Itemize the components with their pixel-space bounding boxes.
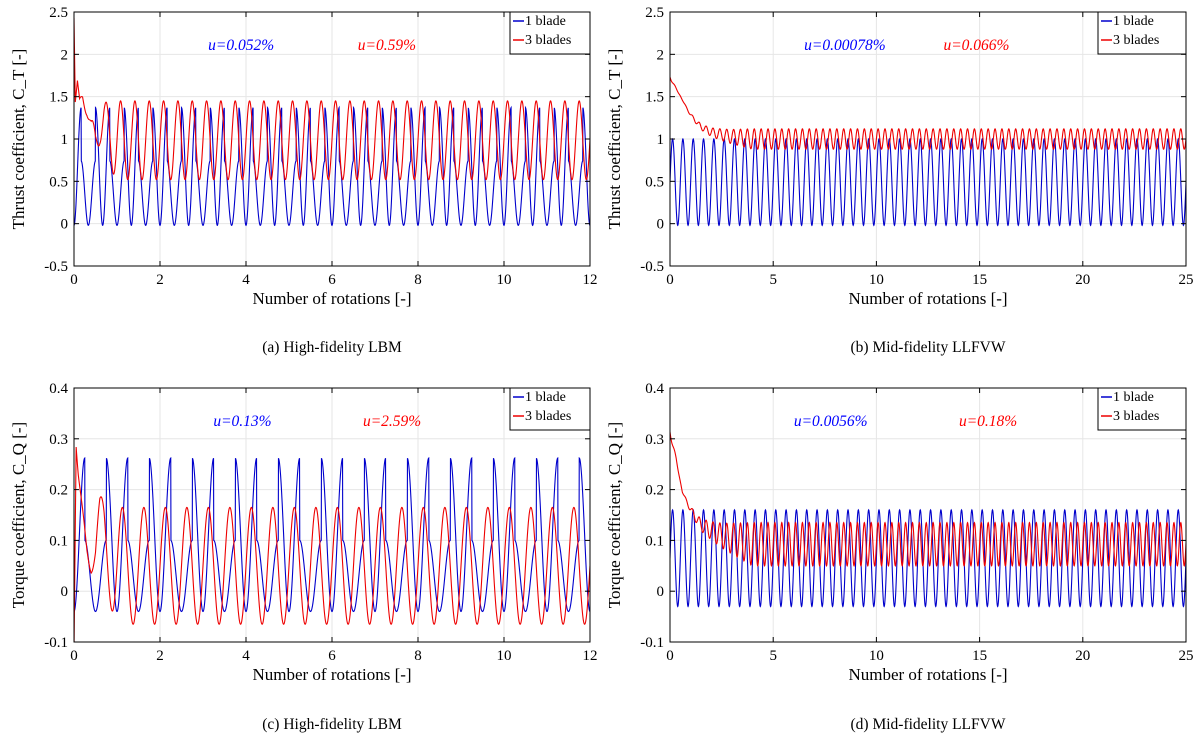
x-tick-label: 20: [1075, 648, 1090, 664]
x-tick-label: 12: [583, 648, 598, 664]
legend-entry: 3 blades: [1113, 409, 1159, 424]
y-tick-label: -0.1: [44, 635, 68, 651]
y-axis-label: Torque coefficient, C_Q [-]: [605, 422, 624, 608]
series-line-one-blade: [74, 456, 590, 613]
x-tick-label: 4: [242, 272, 250, 288]
x-tick-label: 8: [414, 272, 422, 288]
annotation-uncertainty: u=0.0056%: [794, 413, 868, 430]
x-tick-label: 10: [869, 648, 884, 664]
x-tick-label: 5: [769, 648, 777, 664]
y-axis-label: Torque coefficient, C_Q [-]: [9, 422, 28, 608]
y-tick-label: 0: [61, 584, 69, 600]
panel-caption: (d) Mid-fidelity LLFVW: [851, 716, 1006, 733]
series-line-three-blades: [670, 431, 1186, 568]
legend-entry: 3 blades: [525, 409, 571, 424]
annotation-uncertainty: u=0.18%: [959, 413, 1017, 430]
x-tick-label: 10: [869, 272, 884, 288]
y-tick-label: -0.5: [44, 259, 68, 275]
y-tick-label: 0.3: [645, 432, 664, 448]
y-tick-label: 0.1: [49, 533, 68, 549]
x-tick-label: 0: [666, 648, 674, 664]
y-tick-label: 0.5: [49, 174, 68, 190]
y-tick-label: 1: [657, 132, 665, 148]
panel-caption: (c) High-fidelity LBM: [262, 716, 402, 733]
panel-caption: (b) Mid-fidelity LLFVW: [851, 339, 1006, 356]
y-tick-label: 0.2: [49, 483, 68, 499]
x-tick-label: 12: [583, 272, 598, 288]
axes-frame: [669, 387, 1187, 643]
panel-caption: (a) High-fidelity LBM: [262, 339, 402, 356]
y-tick-label: 0.4: [49, 381, 68, 397]
x-tick-label: 20: [1075, 272, 1090, 288]
y-tick-label: 0.1: [645, 533, 664, 549]
legend-entry: 1 blade: [1113, 14, 1154, 29]
x-tick-label: 10: [497, 648, 512, 664]
x-tick-label: 5: [769, 272, 777, 288]
y-tick-label: 2: [657, 47, 665, 63]
legend-box: [509, 387, 591, 431]
x-tick-label: 6: [328, 272, 336, 288]
legend-entry: 3 blades: [1113, 33, 1159, 48]
x-tick-label: 0: [70, 272, 78, 288]
x-tick-label: 4: [242, 648, 250, 664]
y-tick-label: 0.3: [49, 432, 68, 448]
series-line-three-blades: [74, 17, 590, 181]
legend-entry: 1 blade: [525, 14, 566, 29]
annotation-uncertainty: u=2.59%: [363, 413, 421, 430]
annotation-uncertainty: u=0.13%: [213, 413, 271, 430]
y-axis-label: Thrust coefficient, C_T [-]: [605, 49, 624, 230]
series-line-one-blade: [74, 105, 590, 227]
x-axis-label: Number of rotations [-]: [252, 665, 411, 684]
y-tick-label: 0: [61, 217, 69, 233]
series-line-three-blades: [670, 76, 1186, 150]
y-tick-label: 0.4: [645, 381, 664, 397]
y-tick-label: 0.2: [645, 483, 664, 499]
x-tick-label: 2: [156, 648, 164, 664]
y-tick-label: 0: [657, 584, 665, 600]
x-axis-label: Number of rotations [-]: [848, 665, 1007, 684]
x-tick-label: 15: [972, 272, 987, 288]
y-tick-label: 2: [61, 47, 69, 63]
y-tick-label: 2.5: [645, 5, 664, 21]
legend-entry: 3 blades: [525, 33, 571, 48]
series-line-one-blade: [670, 508, 1186, 608]
y-tick-label: 2.5: [49, 5, 68, 21]
x-tick-label: 8: [414, 648, 422, 664]
x-tick-label: 25: [1179, 272, 1194, 288]
legend-entry: 1 blade: [525, 390, 566, 405]
y-tick-label: -0.1: [640, 635, 664, 651]
y-tick-label: 1: [61, 132, 69, 148]
series-line-three-blades: [74, 446, 590, 642]
x-tick-label: 10: [497, 272, 512, 288]
x-tick-label: 25: [1179, 648, 1194, 664]
x-axis-label: Number of rotations [-]: [848, 289, 1007, 308]
x-tick-label: 0: [666, 272, 674, 288]
y-tick-label: 1.5: [49, 90, 68, 106]
annotation-uncertainty: u=0.066%: [943, 37, 1009, 54]
x-tick-label: 6: [328, 648, 336, 664]
x-tick-label: 0: [70, 648, 78, 664]
annotation-uncertainty: u=0.052%: [208, 37, 274, 54]
legend-entry: 1 blade: [1113, 390, 1154, 405]
y-tick-label: -0.5: [640, 259, 664, 275]
legend-box: [1097, 387, 1187, 431]
y-tick-label: 1.5: [645, 90, 664, 106]
y-tick-label: 0: [657, 217, 665, 233]
y-axis-label: Thrust coefficient, C_T [-]: [9, 49, 28, 230]
legend-box: [509, 11, 591, 55]
x-axis-label: Number of rotations [-]: [252, 289, 411, 308]
x-tick-label: 15: [972, 648, 987, 664]
legend-box: [1097, 11, 1187, 55]
annotation-uncertainty: u=0.59%: [358, 37, 416, 54]
y-tick-label: 0.5: [645, 174, 664, 190]
x-tick-label: 2: [156, 272, 164, 288]
series-line-one-blade: [670, 137, 1186, 227]
annotation-uncertainty: u=0.00078%: [804, 37, 886, 54]
